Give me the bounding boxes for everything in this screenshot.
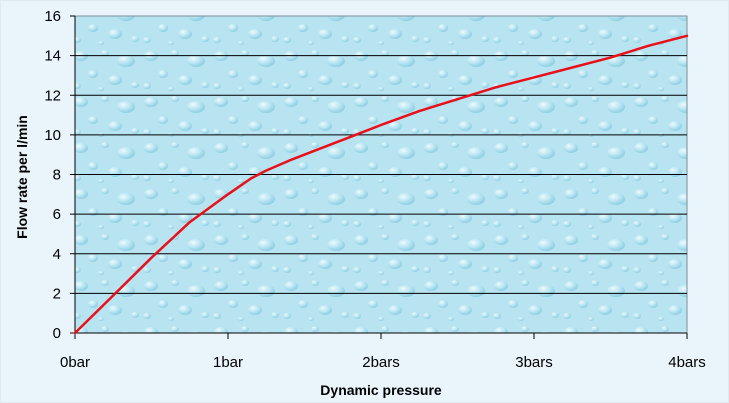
y-tick-label: 16 (44, 8, 61, 25)
x-axis-title: Dynamic pressure (320, 382, 442, 398)
y-axis-title: Flow rate per l/min (14, 115, 30, 239)
series-line (73, 34, 689, 335)
x-tick-label: 0bar (60, 354, 90, 371)
y-tick-label: 10 (44, 127, 61, 144)
y-tick-label: 8 (53, 167, 61, 184)
x-axis: 0bar 1bar 2bars 3bars 4bars (60, 332, 706, 371)
y-tick-label: 12 (44, 87, 61, 104)
series-layer (73, 34, 689, 335)
y-tick-label: 14 (44, 48, 61, 65)
y-tick-label: 4 (53, 246, 61, 263)
y-tick-label: 6 (53, 206, 61, 223)
y-tick-label: 0 (53, 325, 61, 342)
y-tick-label: 2 (53, 285, 61, 302)
gridlines (75, 55, 687, 294)
x-tick-label: 1bar (213, 354, 243, 371)
x-tick-label: 4bars (668, 354, 706, 371)
y-axis: 0 2 4 6 8 10 12 14 16 (44, 8, 76, 342)
x-tick-label: 2bars (362, 354, 400, 371)
x-tick-label: 3bars (515, 354, 553, 371)
